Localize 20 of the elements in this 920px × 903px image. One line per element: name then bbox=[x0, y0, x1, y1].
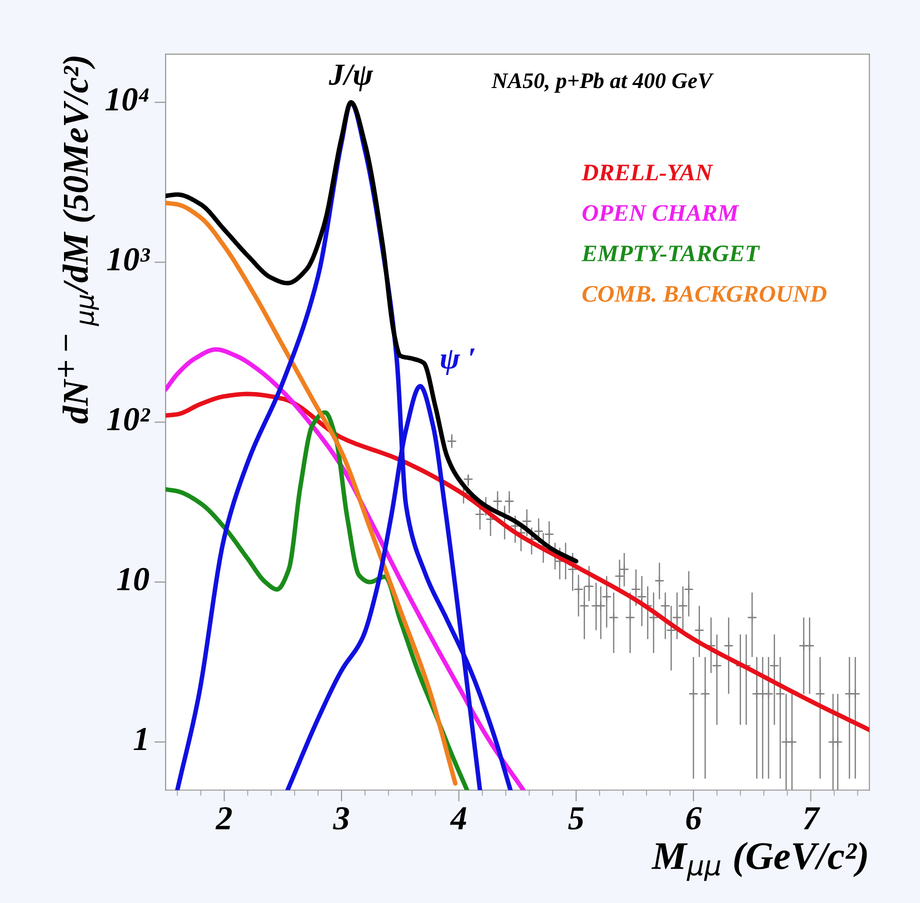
x-tick-label: 6 bbox=[686, 807, 702, 830]
text: OPEN CHARM bbox=[582, 205, 740, 221]
x-tick-label: 7 bbox=[804, 807, 820, 830]
y-axis-title: dN$^{+−}$$_{μμ}$/dM (50MeV/c²) bbox=[58, 56, 99, 424]
y-tick-label: 1 bbox=[134, 728, 146, 750]
x-tick-label: 3 bbox=[332, 807, 349, 830]
text: EMPTY-TARGET bbox=[582, 246, 760, 262]
text: DRELL-YAN bbox=[582, 164, 714, 180]
text: COMB. BACKGROUND bbox=[582, 286, 826, 302]
x-tick-label: 4 bbox=[450, 807, 466, 830]
x-tick-label: 5 bbox=[568, 807, 584, 830]
y-tick-label: 10 bbox=[117, 568, 150, 590]
annotation: ψ ′ bbox=[440, 348, 475, 376]
y-tick-label: 10² bbox=[107, 408, 150, 430]
x-axis-title: M$_{μμ}$ (GeV/c²) bbox=[652, 842, 867, 881]
annotation: J/ψ bbox=[328, 64, 374, 92]
y-tick-label: 10³ bbox=[107, 248, 150, 271]
annotation: NA50, p+Pb at 400 GeV bbox=[491, 72, 714, 93]
x-tick-label: 2 bbox=[216, 807, 232, 830]
y-tick-label: 10⁴ bbox=[105, 88, 149, 111]
